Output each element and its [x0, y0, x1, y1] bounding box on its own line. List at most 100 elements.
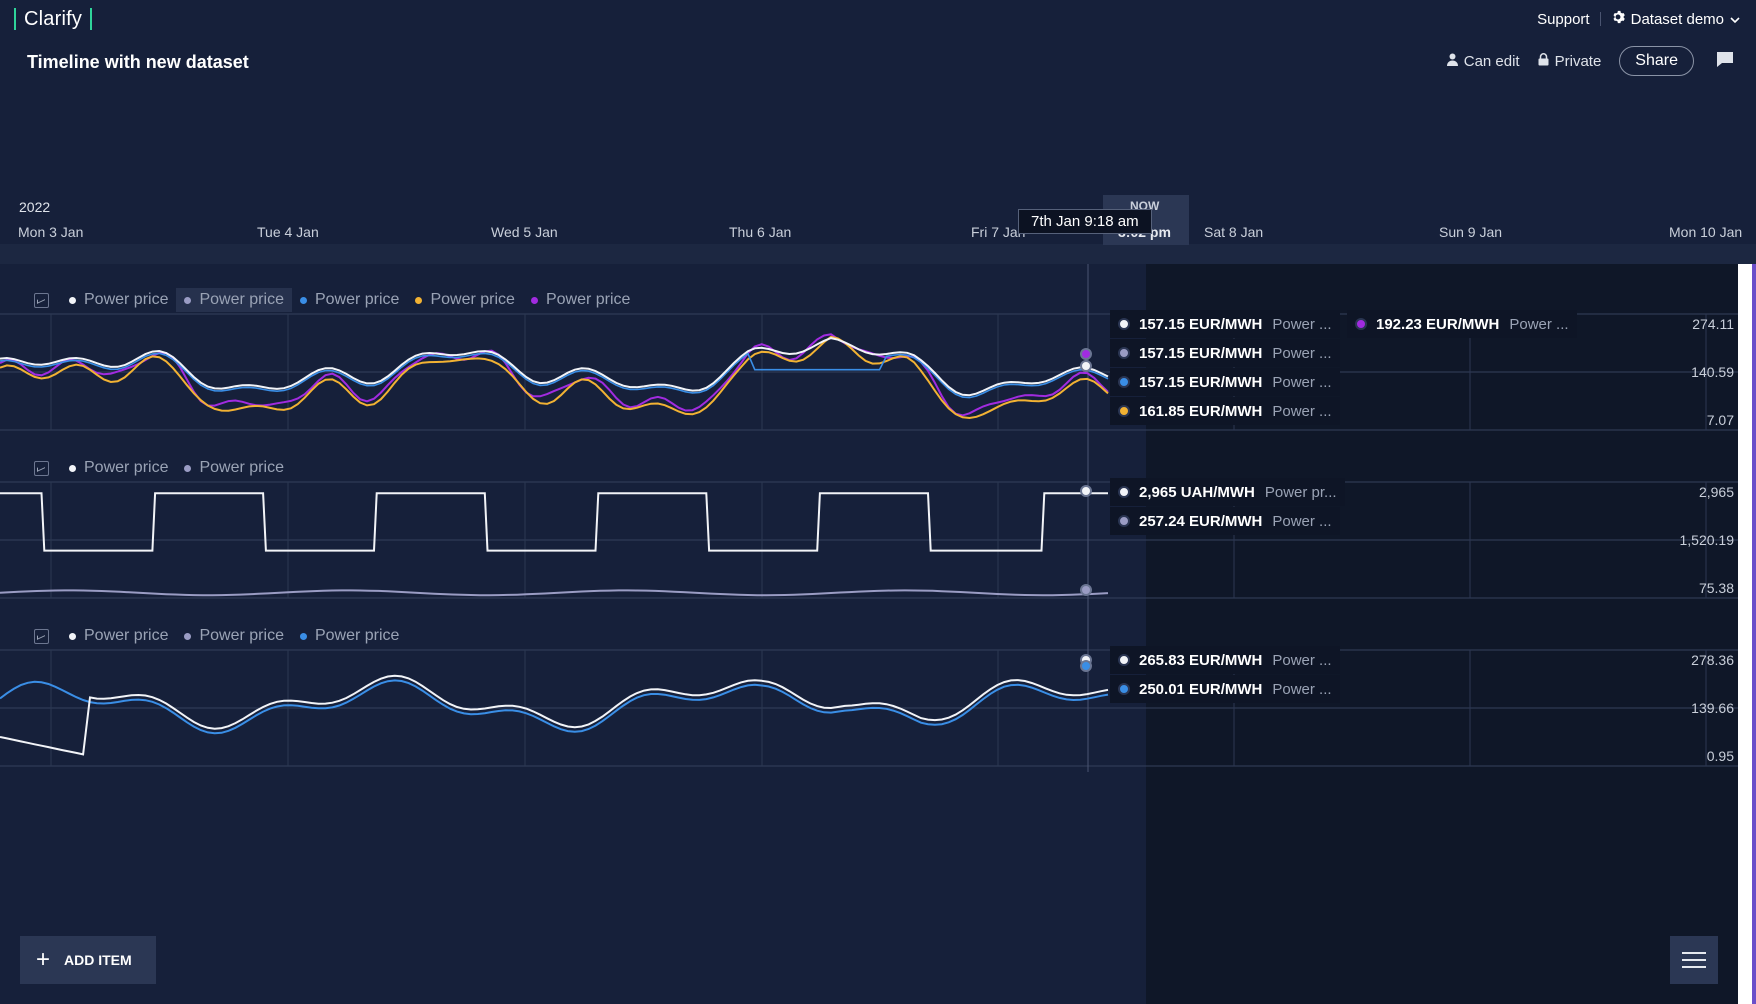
cursor-value-box: 192.23 EUR/MWH Power ...	[1347, 310, 1577, 338]
page-title: Timeline with new dataset	[27, 52, 249, 72]
series-dot	[1118, 405, 1130, 417]
series-name: Power ...	[1272, 512, 1332, 530]
timeline-year: 2022	[19, 199, 51, 215]
series-name: Power pr...	[1264, 483, 1337, 501]
series-name: Power ...	[1272, 651, 1332, 669]
scrollbar[interactable]	[1738, 264, 1756, 1004]
legend-item[interactable]: Power price	[176, 624, 291, 648]
legend-item[interactable]: Power price	[61, 456, 176, 480]
comment-icon[interactable]	[1716, 51, 1734, 72]
day-label: Mon 3 Jan	[18, 224, 84, 240]
app-name: Clarify	[24, 7, 83, 30]
y-tick-label: 274.11	[1692, 316, 1734, 332]
timeline-charts[interactable]	[0, 264, 1738, 784]
menu-line	[1682, 959, 1706, 961]
series-dot	[1118, 376, 1130, 388]
series-line-yellow	[0, 335, 1109, 420]
plus-icon: +	[36, 946, 51, 973]
series-line-blue	[0, 352, 1109, 399]
legend-item[interactable]: Power price	[61, 288, 176, 312]
cursor-point	[1080, 485, 1092, 497]
series-value: 257.24 EUR/MWH	[1139, 512, 1263, 530]
legend-item[interactable]: Power price	[176, 456, 291, 480]
chart-3-legend: Power price Power price Power price	[34, 624, 407, 648]
legend-dot	[69, 296, 76, 304]
private-label: Private	[1554, 52, 1602, 70]
legend-label: Power price	[199, 627, 284, 644]
y-tick-label: 0.95	[1706, 748, 1734, 764]
legend-item[interactable]: Power price	[407, 288, 522, 312]
timeline-axis[interactable]	[0, 244, 1756, 264]
legend-item[interactable]: Power price	[292, 288, 407, 312]
cursor-point	[1080, 660, 1092, 672]
series-name: Power ...	[1272, 315, 1332, 333]
series-line-blue	[0, 679, 1109, 735]
legend-dot	[184, 632, 192, 640]
legend-dot	[415, 296, 423, 304]
y-tick-label: 140.59	[1691, 364, 1734, 380]
legend-dot	[184, 464, 192, 472]
series-name: Power ...	[1272, 402, 1332, 420]
visibility-private[interactable]: Private	[1538, 52, 1602, 70]
y-tick-label: 7.07	[1706, 412, 1734, 428]
cursor-value-box: 250.01 EUR/MWH Power ...	[1110, 675, 1340, 703]
legend-label: Power price	[545, 291, 631, 308]
chart-1-legend: Power price Power price Power price Powe…	[34, 288, 638, 312]
chart-toggle-checkbox[interactable]	[34, 628, 49, 644]
support-link[interactable]: Support	[1537, 10, 1590, 28]
day-label: Mon 10 Jan	[1669, 224, 1743, 240]
series-line-purple	[0, 333, 1109, 417]
legend-item[interactable]: Power price	[176, 288, 292, 312]
legend-item[interactable]: Power price	[523, 288, 638, 312]
series-value: 2,965 UAH/MWH	[1139, 483, 1255, 501]
day-label: Fri 7 Jan	[971, 224, 1026, 240]
series-name: Power ...	[1272, 680, 1332, 698]
permission-can-edit[interactable]: Can edit	[1446, 53, 1520, 70]
legend-dot	[530, 296, 538, 304]
legend-dot	[299, 296, 307, 304]
add-item-button[interactable]: + ADD ITEM	[20, 936, 156, 984]
charts-canvas[interactable]	[0, 264, 1738, 784]
legend-label: Power price	[314, 627, 400, 644]
title-actions: Can edit Private Share	[1446, 46, 1734, 76]
legend-label: Power price	[199, 459, 284, 476]
legend-item[interactable]: Power price	[292, 624, 407, 648]
series-value: 157.15 EUR/MWH	[1139, 344, 1263, 362]
chart-toggle-checkbox[interactable]	[34, 292, 49, 308]
day-label: Tue 4 Jan	[257, 224, 319, 240]
legend-item[interactable]: Power price	[61, 624, 176, 648]
legend-label: Power price	[314, 291, 400, 308]
series-dot	[1118, 347, 1130, 359]
top-nav: Support Dataset demo	[1537, 10, 1740, 28]
share-button[interactable]: Share	[1619, 46, 1694, 76]
cursor-value-box: 2,965 UAH/MWH Power pr...	[1110, 478, 1345, 506]
legend-label: Power price	[84, 291, 169, 308]
chart-2-legend: Power price Power price	[34, 456, 292, 480]
gear-icon	[1611, 10, 1625, 28]
menu-icon[interactable]	[1670, 936, 1718, 984]
series-line-white	[0, 337, 1109, 397]
menu-line	[1682, 966, 1706, 968]
series-value: 157.15 EUR/MWH	[1139, 315, 1263, 333]
cursor-point	[1080, 584, 1092, 596]
dataset-menu-button[interactable]: Dataset demo	[1611, 10, 1740, 28]
legend-dot	[69, 464, 76, 472]
series-line-lavender	[0, 589, 1109, 597]
cursor-time-tooltip: 7th Jan 9:18 am	[1018, 209, 1152, 234]
y-tick-label: 2,965	[1698, 484, 1734, 500]
series-value: 157.15 EUR/MWH	[1139, 373, 1263, 391]
chart-toggle-checkbox[interactable]	[34, 460, 49, 476]
legend-label: Power price	[84, 459, 169, 476]
nav-divider	[1599, 12, 1601, 26]
series-value: 250.01 EUR/MWH	[1139, 680, 1263, 698]
top-bar: Clarify Support Dataset demo	[0, 0, 1756, 40]
scrollbar-thumb[interactable]	[1752, 264, 1756, 1004]
y-tick-label: 278.36	[1691, 652, 1734, 668]
series-dot	[1118, 318, 1130, 330]
series-dot	[1118, 486, 1130, 498]
series-line-white	[0, 492, 1108, 552]
series-dot	[1118, 683, 1130, 695]
app-logo[interactable]: Clarify	[14, 7, 93, 30]
legend-dot	[299, 632, 307, 640]
series-name: Power ...	[1272, 373, 1332, 391]
